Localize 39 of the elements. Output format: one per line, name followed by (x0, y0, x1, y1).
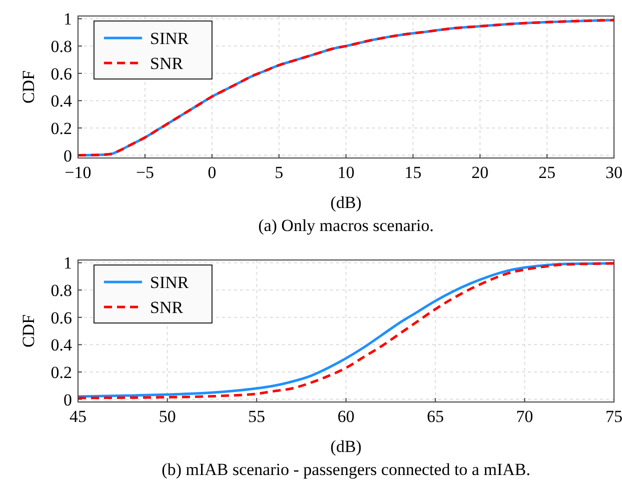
x-tick-label: −5 (136, 163, 154, 182)
x-tick-label: 20 (472, 163, 488, 182)
x-tick-label: 25 (538, 163, 556, 182)
x-tick-label: 5 (274, 163, 284, 182)
y-tick-label: 0.8 (50, 37, 72, 56)
x-tick-label: 55 (248, 407, 266, 426)
x-tick-label: 30 (606, 163, 622, 182)
x-tick-label: 10 (338, 163, 354, 182)
text: (a) Only macros scenario. (258, 216, 434, 235)
x-tick-label: 65 (426, 407, 444, 426)
x-tick-label: 75 (606, 407, 622, 426)
legend-label: SNR (150, 54, 184, 73)
y-tick-label: 0.4 (50, 92, 72, 111)
y-tick-label: 0.4 (50, 336, 72, 355)
x-tick-label: 0 (208, 163, 216, 182)
x-tick-label: 15 (404, 163, 422, 182)
y-tick-label: 0.8 (50, 281, 72, 300)
y-tick-label: 0 (64, 390, 72, 410)
line-series (76, 18, 616, 157)
x-tick-label: −10 (64, 163, 92, 182)
y-axis-title: CDF (19, 314, 38, 348)
y-axis-title: CDF (19, 70, 38, 104)
legend-label: SINR (150, 29, 190, 48)
x-tick-label: 70 (516, 407, 534, 426)
x-axis-title: (dB) (330, 193, 362, 212)
y-tick-label: 0.2 (50, 118, 72, 138)
y-tick-label: 0.6 (50, 308, 72, 328)
x-tick-label: 60 (338, 407, 354, 426)
legend-label: SNR (150, 298, 184, 317)
y-tick-label: 0 (64, 146, 72, 166)
x-axis-title: (dB) (330, 437, 362, 456)
text: (b) mIAB scenario - passengers connected to a mIAB. (162, 460, 530, 479)
y-tick-label: 0.2 (50, 362, 72, 382)
x-tick-label: 45 (70, 407, 86, 426)
legend-label: SINR (150, 273, 190, 292)
x-tick-label: 50 (158, 407, 176, 426)
y-tick-label: 0.6 (50, 64, 72, 84)
y-tick-label: 1 (64, 254, 72, 273)
y-tick-label: 1 (64, 10, 72, 29)
